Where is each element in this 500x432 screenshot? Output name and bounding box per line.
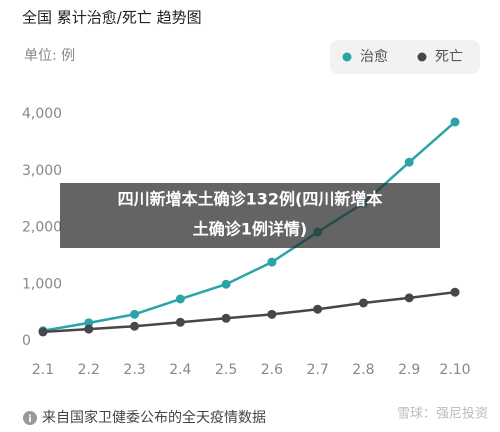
legend-box	[330, 40, 480, 74]
chart-title: 全国 累计治愈/死亡 趋势图	[22, 9, 202, 27]
series-line	[42, 121, 456, 333]
x-tick-label: 2.7	[307, 362, 329, 378]
data-point	[267, 309, 277, 319]
y-tick-label: 0	[22, 333, 31, 349]
data-point	[84, 324, 94, 334]
overlay-box	[60, 183, 440, 248]
x-tick-label: 2.1	[32, 362, 54, 378]
watermark: 雪球：强尼投资	[397, 406, 488, 422]
legend: 治愈 死亡	[342, 49, 463, 65]
legend-marker	[342, 52, 352, 62]
legend-label: 死亡	[435, 49, 463, 65]
overlay-text: 土确诊1例详情)	[193, 220, 307, 239]
info-icon	[23, 411, 37, 425]
y-tick-label: 2,000	[22, 220, 62, 236]
x-tick-label: 2.4	[169, 362, 191, 378]
legend-label: 治愈	[360, 49, 388, 65]
data-point	[84, 318, 94, 328]
data-point	[404, 157, 414, 167]
data-point	[450, 287, 460, 297]
x-tick-label: 2.10	[439, 362, 470, 378]
y-tick-label: 4,000	[22, 106, 62, 122]
data-point	[358, 298, 368, 308]
unit-label: 单位: 例	[24, 48, 75, 64]
overlay-text: 四川新增本土确诊132例(四川新增本	[118, 190, 383, 209]
x-tick-label: 2.2	[78, 362, 100, 378]
data-point	[130, 321, 140, 331]
data-point	[175, 294, 185, 304]
data-point	[221, 279, 231, 289]
series-line	[42, 290, 456, 334]
data-point	[38, 327, 48, 337]
info-icon-glyph: i	[28, 414, 31, 425]
data-point	[221, 313, 231, 323]
data-point	[450, 117, 460, 127]
data-point	[404, 293, 414, 303]
x-tick-label: 2.6	[261, 362, 283, 378]
data-point	[267, 257, 277, 267]
data-point	[130, 309, 140, 319]
x-tick-label: 2.9	[398, 362, 420, 378]
y-tick-label: 1,000	[22, 276, 62, 292]
x-tick-label: 2.5	[215, 362, 237, 378]
source-note: 来自国家卫健委公布的全天疫情数据	[42, 409, 266, 426]
x-tick-label: 2.8	[352, 362, 374, 378]
data-point	[175, 317, 185, 327]
data-point	[313, 304, 323, 314]
y-tick-label: 3,000	[22, 163, 62, 179]
x-tick-label: 2.3	[123, 362, 145, 378]
plot: 0 1,000 2,000 3,000 4,000 2.1 2.2 2.3 2.4 2.5 2.6 2…	[22, 106, 471, 378]
legend-marker	[417, 52, 427, 62]
